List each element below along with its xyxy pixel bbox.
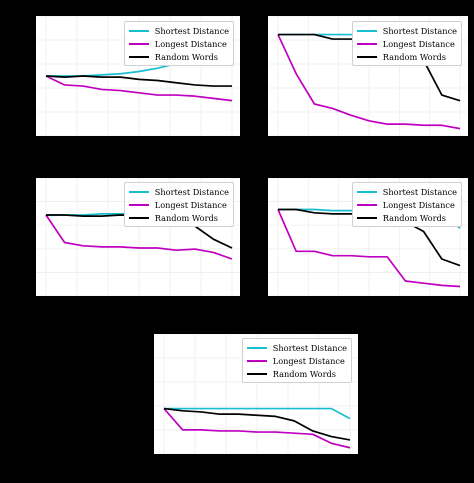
chart-panel-middle-left: Shortest Distance Longest Distance Rando… <box>36 178 240 296</box>
legend-item-longest-distance: Longest Distance <box>128 37 229 50</box>
series-line-longest-distance <box>277 209 461 288</box>
chart-panel-top-left: Shortest Distance Longest Distance Rando… <box>36 16 240 136</box>
legend: Shortest Distance Longest Distance Rando… <box>123 21 234 66</box>
legend-item-shortest-distance: Shortest Distance <box>128 24 229 37</box>
chart-panel-middle-right: Shortest Distance Longest Distance Rando… <box>268 178 468 296</box>
legend-item-shortest-distance: Shortest Distance <box>356 24 457 37</box>
legend-item-longest-distance: Longest Distance <box>128 198 229 211</box>
legend-item-shortest-distance: Shortest Distance <box>356 185 457 198</box>
legend-item-longest-distance: Longest Distance <box>246 354 347 367</box>
chart-panel-bottom-center: Shortest Distance Longest Distance Rando… <box>154 334 358 454</box>
legend-item-random-words: Random Words <box>356 211 457 224</box>
legend-item-random-words: Random Words <box>128 211 229 224</box>
legend: Shortest Distance Longest Distance Rando… <box>351 182 462 227</box>
series-line-longest-distance <box>163 408 351 449</box>
legend-item-random-words: Random Words <box>128 50 229 63</box>
series-line-random-words <box>45 75 232 87</box>
chart-panel-top-right: Shortest Distance Longest Distance Rando… <box>268 16 468 136</box>
legend: Shortest Distance Longest Distance Rando… <box>241 338 352 383</box>
series-line-longest-distance <box>45 75 233 102</box>
legend-item-longest-distance: Longest Distance <box>356 198 457 211</box>
legend-item-random-words: Random Words <box>246 367 347 380</box>
legend-item-shortest-distance: Shortest Distance <box>246 341 347 354</box>
legend-item-random-words: Random Words <box>356 50 457 63</box>
series-line-longest-distance <box>45 214 233 260</box>
series-line-shortest-distance <box>164 407 351 420</box>
legend-item-longest-distance: Longest Distance <box>356 37 457 50</box>
legend: Shortest Distance Longest Distance Rando… <box>351 21 462 66</box>
legend-item-shortest-distance: Shortest Distance <box>128 185 229 198</box>
legend: Shortest Distance Longest Distance Rando… <box>123 182 234 227</box>
series-line-random-words <box>163 407 351 441</box>
series-line-longest-distance <box>277 34 461 130</box>
